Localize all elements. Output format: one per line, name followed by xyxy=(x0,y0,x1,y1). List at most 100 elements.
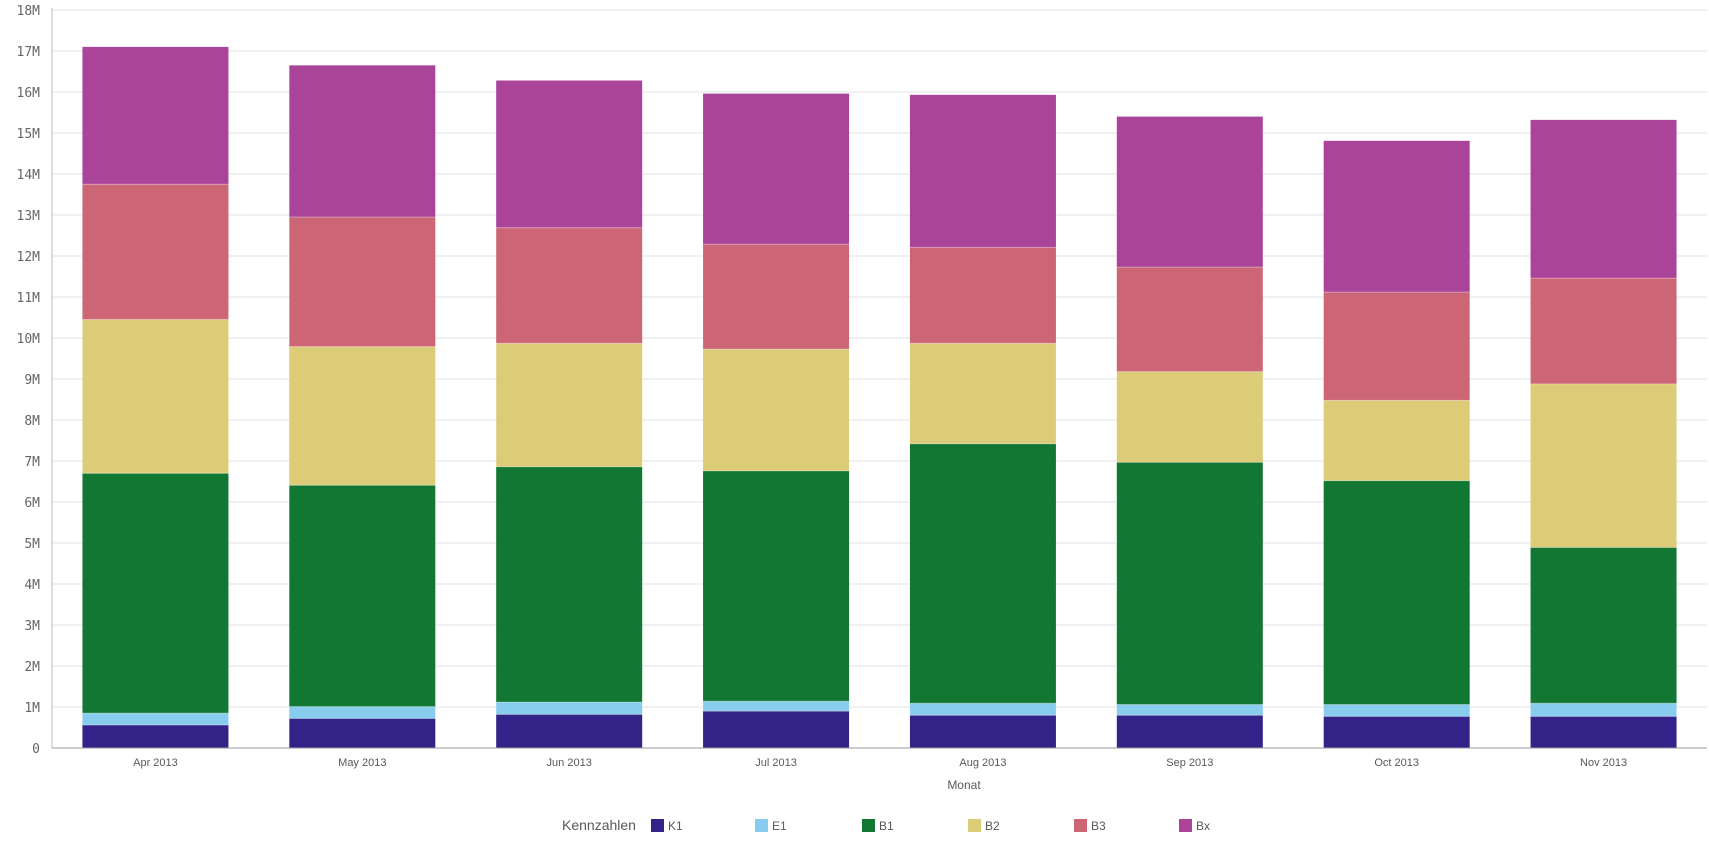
bar-segment-k1[interactable] xyxy=(82,725,229,748)
bars xyxy=(82,46,1677,748)
legend-item-b1[interactable]: B1 xyxy=(862,819,894,833)
bar-segment-b3[interactable] xyxy=(289,217,436,347)
bar-segment-k1[interactable] xyxy=(703,711,850,748)
x-axis-ticks: Apr 2013 May 2013 Jun 2013 Jul 2013 Aug 2013… xyxy=(133,757,1627,769)
bar-segment-b3[interactable] xyxy=(1323,292,1470,401)
y-tick-label: 18M xyxy=(17,4,41,19)
bar-segment-b2[interactable] xyxy=(82,319,229,474)
bar-segment-bx[interactable] xyxy=(289,65,436,218)
legend-item-e1[interactable]: E1 xyxy=(755,819,787,833)
y-tick-label: 12M xyxy=(17,250,41,265)
bar-segment-bx[interactable] xyxy=(496,80,643,228)
bar-segment-b1[interactable] xyxy=(1530,547,1677,704)
bar-segment-e1[interactable] xyxy=(496,702,643,715)
bar-segment-k1[interactable] xyxy=(1530,716,1677,748)
bar-segment-b1[interactable] xyxy=(909,443,1056,704)
y-tick-label: 16M xyxy=(17,86,41,101)
x-tick-label: Oct 2013 xyxy=(1374,757,1419,769)
bar-stack[interactable] xyxy=(703,93,850,748)
bar-segment-e1[interactable] xyxy=(1530,703,1677,717)
bar-segment-b1[interactable] xyxy=(289,485,436,707)
bar-segment-b3[interactable] xyxy=(82,184,229,320)
bar-segment-b2[interactable] xyxy=(496,343,643,467)
bar-segment-b3[interactable] xyxy=(496,227,643,344)
bar-segment-e1[interactable] xyxy=(1323,704,1470,717)
bar-segment-e1[interactable] xyxy=(1116,704,1263,716)
bar-segment-k1[interactable] xyxy=(1323,716,1470,748)
bar-segment-b1[interactable] xyxy=(703,470,850,702)
bar-segment-bx[interactable] xyxy=(703,93,850,245)
bar-segment-b3[interactable] xyxy=(703,244,850,350)
bar-stack[interactable] xyxy=(496,80,643,748)
legend-label: B1 xyxy=(879,819,894,833)
legend-label: K1 xyxy=(668,819,683,833)
bar-segment-b2[interactable] xyxy=(289,346,436,486)
bar-segment-b2[interactable] xyxy=(909,343,1056,444)
bar-stack[interactable] xyxy=(82,46,229,748)
y-tick-label: 7M xyxy=(24,455,40,470)
y-tick-label: 14M xyxy=(17,168,41,183)
bar-segment-b1[interactable] xyxy=(496,466,643,703)
bar-segment-bx[interactable] xyxy=(82,46,229,185)
x-tick-label: Jun 2013 xyxy=(547,757,592,769)
y-tick-label: 10M xyxy=(17,332,41,347)
legend-item-k1[interactable]: K1 xyxy=(651,819,683,833)
x-tick-label: Aug 2013 xyxy=(959,757,1006,769)
y-tick-label: 13M xyxy=(17,209,41,224)
bar-segment-bx[interactable] xyxy=(909,94,1056,248)
legend-item-b3[interactable]: B3 xyxy=(1074,819,1106,833)
bar-segment-b2[interactable] xyxy=(1530,383,1677,548)
bar-segment-bx[interactable] xyxy=(1116,116,1263,268)
legend-label: B2 xyxy=(985,819,1000,833)
legend-label: E1 xyxy=(772,819,787,833)
y-tick-label: 3M xyxy=(24,619,40,634)
bar-segment-b3[interactable] xyxy=(1530,278,1677,384)
y-tick-label: 2M xyxy=(24,660,40,675)
legend-swatch xyxy=(755,819,768,832)
legend-swatch xyxy=(1074,819,1087,832)
y-tick-label: 17M xyxy=(17,45,41,60)
bar-segment-b2[interactable] xyxy=(1116,371,1263,463)
bar-segment-e1[interactable] xyxy=(82,713,229,726)
y-tick-label: 5M xyxy=(24,537,40,552)
legend-swatch xyxy=(968,819,981,832)
y-tick-label: 15M xyxy=(17,127,41,142)
x-axis-title: Monat xyxy=(947,778,981,792)
legend-item-bx[interactable]: Bx xyxy=(1179,819,1210,833)
y-tick-label: 9M xyxy=(24,373,40,388)
legend[interactable]: Kennzahlen K1 E1 B1 B2 B3 Bx xyxy=(562,817,1210,833)
bar-segment-b1[interactable] xyxy=(1323,480,1470,705)
bar-segment-k1[interactable] xyxy=(909,715,1056,748)
x-tick-label: May 2013 xyxy=(338,757,386,769)
bar-segment-e1[interactable] xyxy=(289,706,436,719)
y-axis-ticks: 0 1M 2M 3M 4M 5M 6M 7M 8M 9M 10M 11M 12M 13M 14M 15M 16M… xyxy=(17,4,41,757)
y-tick-label: 6M xyxy=(24,496,40,511)
bar-segment-bx[interactable] xyxy=(1323,140,1470,293)
bar-stack[interactable] xyxy=(909,94,1056,748)
bar-segment-k1[interactable] xyxy=(289,718,436,748)
bar-stack[interactable] xyxy=(1116,116,1263,748)
bar-segment-b1[interactable] xyxy=(82,473,229,714)
bar-segment-bx[interactable] xyxy=(1530,119,1677,279)
bar-segment-k1[interactable] xyxy=(1116,715,1263,748)
y-tick-label: 0 xyxy=(32,742,40,757)
bar-segment-k1[interactable] xyxy=(496,714,643,748)
bar-stack[interactable] xyxy=(1323,140,1470,748)
legend-swatch xyxy=(651,819,664,832)
bar-segment-b2[interactable] xyxy=(703,349,850,471)
bar-segment-b3[interactable] xyxy=(909,247,1056,344)
x-tick-label: Apr 2013 xyxy=(133,757,178,769)
bar-segment-b2[interactable] xyxy=(1323,400,1470,481)
y-tick-label: 4M xyxy=(24,578,40,593)
y-tick-label: 8M xyxy=(24,414,40,429)
y-tick-label: 11M xyxy=(17,291,41,306)
bar-segment-b1[interactable] xyxy=(1116,462,1263,705)
legend-item-b2[interactable]: B2 xyxy=(968,819,1000,833)
bar-stack[interactable] xyxy=(289,65,436,748)
bar-segment-e1[interactable] xyxy=(909,703,1056,716)
bar-segment-e1[interactable] xyxy=(703,701,850,712)
x-tick-label: Sep 2013 xyxy=(1166,757,1213,769)
bar-segment-b3[interactable] xyxy=(1116,267,1263,372)
bar-stack[interactable] xyxy=(1530,119,1677,748)
